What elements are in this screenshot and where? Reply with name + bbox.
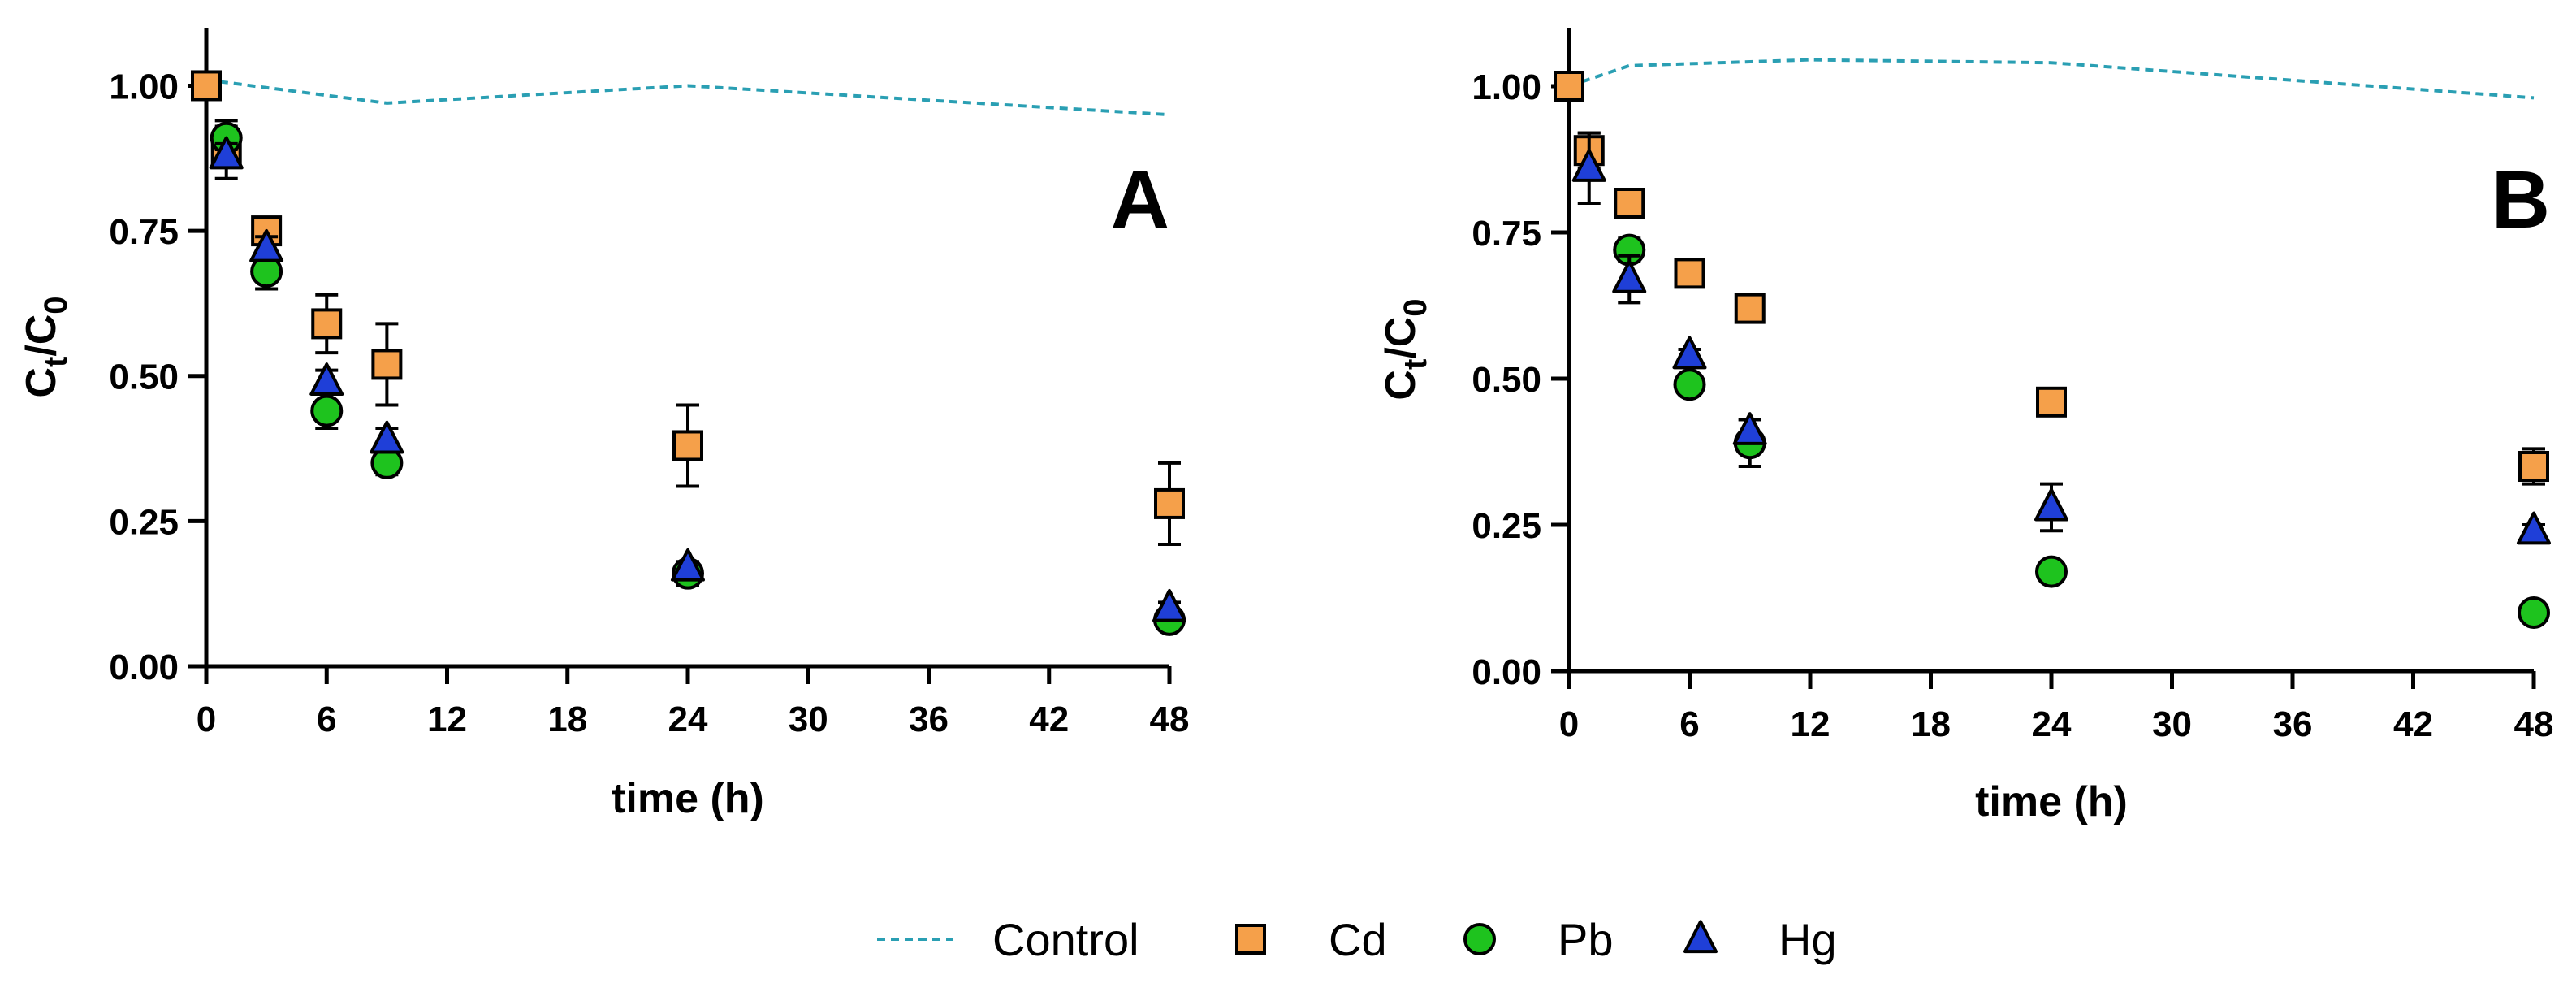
y-tick-label: 0.00: [109, 648, 179, 687]
panel-label: A: [1111, 154, 1169, 245]
y-tick-label: 1.00: [1472, 67, 1541, 107]
x-tick-label: 36: [909, 700, 949, 739]
y-axis-title-part: /C: [1377, 317, 1424, 359]
legend-swatch-hg: [1683, 920, 1718, 954]
x-axis-title: time (h): [612, 775, 764, 822]
hg-marker: [1732, 412, 1767, 445]
x-tick-label: 24: [668, 700, 708, 739]
hg-marker: [249, 228, 284, 262]
series-hg: [1571, 131, 2551, 545]
y-axis-title: Ct/C0: [18, 296, 74, 397]
x-tick-label: 0: [197, 700, 216, 739]
hg-marker: [1152, 588, 1186, 622]
pb-marker: [2035, 555, 2068, 588]
x-tick-label: 18: [1911, 704, 1951, 744]
y-tick-label: 0.75: [1472, 214, 1541, 254]
y-tick-label: 0.50: [1472, 360, 1541, 400]
cd-marker: [672, 430, 703, 462]
x-axis-title: time (h): [1975, 778, 2128, 826]
y-axis-title-subscript: t: [38, 357, 74, 367]
chart-panel-b: 0.00 0.25 0.50 0.75 1.00 0 6 12 18 24 30 36 42 48 time…: [1377, 28, 2553, 826]
x-tick-label: 12: [427, 700, 467, 739]
hg-marker: [671, 548, 705, 582]
legend-label: Control: [992, 914, 1139, 965]
series-hg: [209, 136, 1186, 622]
cd-marker: [1154, 488, 1185, 519]
y-axis-title-subscript: 0: [1398, 298, 1433, 316]
hg-marker: [1612, 260, 1647, 293]
chart-panel-a: 0.00 0.25 0.50 0.75 1.00 0 6 12 18 24 30 36 42 48 time…: [18, 28, 1189, 822]
x-tick-label: 30: [789, 700, 828, 739]
y-tick-label: 1.00: [109, 67, 179, 106]
x-tick-label: 12: [1791, 704, 1830, 744]
x-tick-label: 42: [2393, 704, 2433, 744]
legend-item-pb: Pb: [1463, 914, 1614, 965]
y-tick-label: 0.75: [109, 212, 179, 252]
x-tick-label: 18: [547, 700, 587, 739]
y-tick-label: 0.25: [109, 502, 179, 542]
hg-marker: [2034, 488, 2068, 522]
y-axis-title-part: C: [18, 367, 65, 398]
x-tick-label: 48: [2514, 704, 2554, 744]
legend-item-control: Control: [877, 914, 1139, 965]
legend-item-cd: Cd: [1235, 914, 1387, 965]
hg-marker: [370, 420, 404, 454]
series-cd: [191, 70, 1185, 546]
y-tick-label: 0.25: [1472, 506, 1541, 546]
legend-item-hg: Hg: [1683, 914, 1837, 965]
control-line: [1568, 58, 2535, 100]
cd-marker: [191, 70, 222, 102]
hg-marker: [2517, 511, 2551, 545]
x-tick-label: 0: [1559, 704, 1579, 744]
pb-marker: [310, 394, 344, 427]
cd-marker: [2518, 451, 2549, 482]
legend-label: Pb: [1558, 914, 1614, 965]
hg-marker: [1672, 336, 1707, 370]
cd-marker: [371, 349, 403, 380]
pb-marker: [2518, 596, 2550, 629]
x-tick-label: 6: [1679, 704, 1699, 744]
pb-marker: [1673, 368, 1706, 401]
cd-marker: [1554, 71, 1584, 102]
x-tick-label: 24: [2032, 704, 2072, 744]
x-tick-label: 30: [2152, 704, 2192, 744]
series-control: [205, 78, 1170, 117]
panel-label: B: [2492, 154, 2550, 245]
x-tick-label: 6: [317, 700, 336, 739]
hg-marker: [1571, 149, 1606, 182]
cd-marker: [311, 308, 343, 340]
hg-marker: [309, 362, 344, 396]
cd-marker: [2036, 386, 2067, 418]
x-tick-label: 36: [2273, 704, 2313, 744]
control-line: [205, 78, 1170, 117]
series-pb: [210, 121, 1186, 636]
legend: Control Cd Pb Hg: [877, 914, 1837, 965]
y-axis-title: Ct/C0: [1377, 298, 1433, 400]
cd-marker: [1674, 258, 1705, 289]
cd-marker: [1614, 188, 1645, 219]
legend-label: Cd: [1329, 914, 1387, 965]
y-axis-title-subscript: t: [1398, 359, 1433, 370]
x-tick-label: 42: [1029, 700, 1069, 739]
y-axis-title-part: /C: [18, 314, 65, 357]
y-tick-label: 0.50: [109, 358, 179, 397]
y-tick-label: 0.00: [1472, 652, 1541, 692]
legend-swatch-cd: [1235, 924, 1266, 955]
series-cd: [1554, 71, 2549, 486]
hg-marker: [209, 136, 244, 170]
y-axis-title-subscript: 0: [38, 296, 74, 314]
x-tick-label: 48: [1150, 700, 1190, 739]
legend-swatch-pb: [1463, 923, 1496, 956]
legend-label: Hg: [1779, 914, 1837, 965]
cd-marker: [1734, 292, 1766, 324]
y-axis-title-part: C: [1377, 370, 1424, 401]
series-control: [1568, 58, 2535, 100]
